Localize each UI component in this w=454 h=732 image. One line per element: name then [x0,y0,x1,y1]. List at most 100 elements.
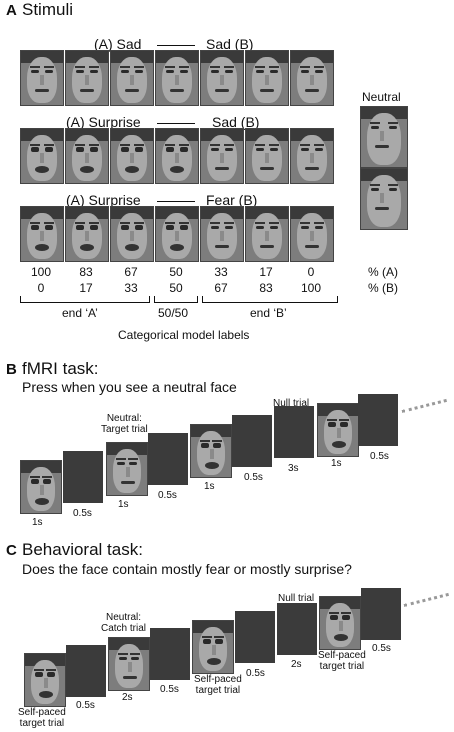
panel-c-instruction: Does the face contain mostly fear or mos… [22,561,352,577]
behav-label-8: Self-paced target trial [318,650,366,672]
percent-b-value-1: 17 [79,281,93,295]
panel-c-title: Behavioral task: [22,540,143,559]
behav-label-1: Self-paced target trial [18,707,66,729]
percent-b-value-3: 50 [169,281,183,295]
fmri-continuation-dots [401,398,447,413]
behav-face-3 [192,620,234,674]
fmri-face-neutral [106,442,148,496]
behav-neutral-catch-label: Neutral: Catch trial [101,612,147,634]
stimulus-face-r1-c5 [200,50,244,106]
behav-continuation-dots [403,592,449,607]
group-label-end-a: end ‘A’ [62,306,98,320]
panel-b-title: fMRI task: [22,359,99,378]
row1-right-label: Sad (B) [206,36,254,52]
row2-right-label: Sad (B) [212,114,260,130]
stimulus-face-r1-c2 [65,50,109,106]
percent-b-value-2: 33 [124,281,138,295]
percent-a-value-2: 67 [124,265,138,279]
behav-blank-3 [235,611,275,663]
stimulus-face-r2-c2 [65,128,109,184]
stimulus-face-r2-c6 [245,128,289,184]
stimulus-face-r2-c5 [200,128,244,184]
percent-a-value-0: 100 [30,265,52,279]
fmri-blank-4 [358,394,398,446]
row3-right-label: Fear (B) [206,192,258,208]
behav-label-9: 0.5s [372,643,391,654]
percent-a-value-5: 17 [259,265,273,279]
neutral-face-male [360,106,408,168]
stimulus-face-r1-c6 [245,50,289,106]
percent-b-value-5: 83 [259,281,273,295]
stimulus-face-r3-c5 [200,206,244,262]
percent-b-value-4: 67 [214,281,228,295]
categorical-caption: Categorical model labels [118,328,250,342]
behav-label-6: 0.5s [246,668,265,679]
fmri-blank-3 [232,415,272,467]
percent-a-value-6: 0 [307,265,315,279]
fmri-label-5: 1s [204,481,215,492]
row3-left-label: (A) Surprise [66,192,141,208]
panel-c-letter: C [6,542,17,559]
panel-b-letter: B [6,361,17,378]
stimulus-face-r2-c7 [290,128,334,184]
stimulus-face-r3-c6 [245,206,289,262]
stimulus-face-r1-c7 [290,50,334,106]
stimulus-face-r1-c4 [155,50,199,106]
behav-label-2: 0.5s [76,700,95,711]
bracket-50-50 [154,296,198,303]
fmri-label-2: 0.5s [73,508,92,519]
bracket-end-b [202,296,338,303]
behav-blank-4 [361,588,401,640]
row1-left-label: (A) Sad [94,36,142,52]
behav-label-7: 2s [291,659,302,670]
percent-a-value-4: 33 [214,265,228,279]
stimulus-face-r3-c3 [110,206,154,262]
fmri-label-3: 1s [118,499,129,510]
group-label-50-50: 50/50 [158,306,189,320]
percent-b-label: % (B) [368,281,398,295]
panel-b-instruction: Press when you see a neutral face [22,379,237,395]
fmri-null-trial-label: Null trial [273,398,310,409]
stimulus-face-r3-c7 [290,206,334,262]
behav-label-5: Self-paced target trial [194,674,242,696]
percent-b-value-6: 100 [300,281,322,295]
stimulus-face-r1-c3 [110,50,154,106]
fmri-label-7: 3s [288,463,299,474]
fmri-neutral-target-label: Neutral: Target trial [101,413,148,435]
row3-dash [157,201,195,202]
percent-b-value-0: 0 [37,281,45,295]
row2-dash [157,123,195,124]
behav-label-3: 2s [122,692,133,703]
fmri-face-1 [20,460,62,514]
stimulus-face-r2-c3 [110,128,154,184]
percent-a-value-1: 83 [79,265,93,279]
behav-blank-1 [66,645,106,697]
behav-label-4: 0.5s [160,684,179,695]
stimulus-face-r1-c1 [20,50,64,106]
fmri-blank-null [274,406,314,458]
stimulus-face-r3-c1 [20,206,64,262]
fmri-label-6: 0.5s [244,472,263,483]
fmri-label-8: 1s [331,458,342,469]
panel-a-letter: A [6,2,17,19]
bracket-end-a [20,296,150,303]
stimulus-face-r3-c2 [65,206,109,262]
fmri-blank-2 [148,433,188,485]
behav-face-neutral [108,637,150,691]
fmri-face-3 [190,424,232,478]
row1-dash [157,45,195,46]
row2-left-label: (A) Surprise [66,114,141,130]
neutral-label: Neutral [362,90,401,104]
behav-face-4 [319,596,361,650]
behav-null-trial-label: Null trial [278,593,315,604]
fmri-label-1: 1s [32,517,43,528]
behav-face-1 [24,653,66,707]
panel-a-title: Stimuli [22,0,74,19]
stimulus-face-r2-c1 [20,128,64,184]
behav-blank-2 [150,628,190,680]
percent-a-label: % (A) [368,265,398,279]
group-label-end-b: end ‘B’ [250,306,287,320]
fmri-face-4 [317,403,359,457]
behav-blank-null [277,603,317,655]
fmri-label-4: 0.5s [158,490,177,501]
